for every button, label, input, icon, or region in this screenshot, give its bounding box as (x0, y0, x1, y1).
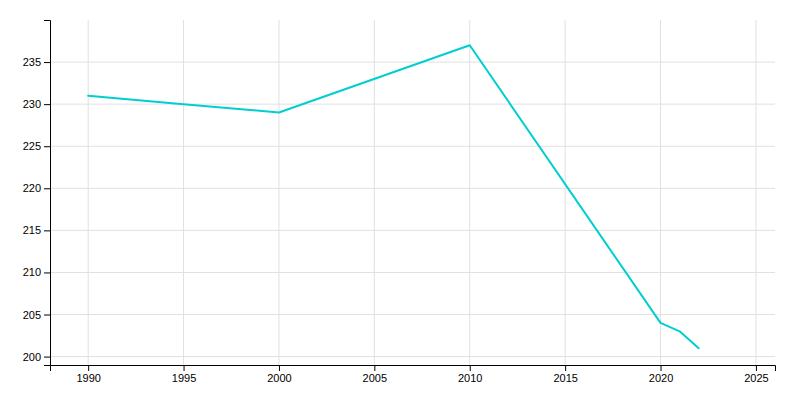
x-tick: 2000 (267, 365, 291, 384)
grid-line-x (278, 20, 279, 365)
y-tick-label: 230 (23, 98, 41, 110)
y-tick-label: 220 (23, 182, 41, 194)
x-tick-label: 1990 (76, 372, 100, 384)
x-tick-label: 2020 (649, 372, 673, 384)
x-tick-label: 2000 (267, 372, 291, 384)
x-tick: 2010 (458, 365, 482, 384)
y-tick: 225 (23, 140, 50, 152)
y-tick-label: 205 (23, 309, 41, 321)
y-tick-mark (44, 104, 50, 105)
x-tick-mark (184, 365, 185, 371)
x-tick-mark (661, 365, 662, 371)
grid-line-y (50, 314, 775, 315)
x-axis: 1990 1995 2000 2005 2010 2015 2020 2025 (51, 365, 776, 384)
grid-line-y (50, 104, 775, 105)
x-tick: 1995 (172, 365, 196, 384)
x-tick-label: 2015 (553, 372, 577, 384)
x-tick-mark (565, 365, 566, 371)
y-tick-label: 225 (23, 140, 41, 152)
x-axis-line (51, 366, 776, 372)
y-tick: 215 (23, 224, 50, 236)
chart: 1990 1995 2000 2005 2010 2015 2020 2025 200 205 21… (0, 0, 800, 400)
y-tick: 200 (23, 351, 50, 363)
x-tick-mark (756, 365, 757, 371)
y-tick-mark (44, 272, 50, 273)
x-tick-mark (470, 365, 471, 371)
grid-line-x (755, 20, 756, 365)
grid-line-x (660, 20, 661, 365)
x-tick: 2015 (553, 365, 577, 384)
grid (50, 20, 775, 365)
y-tick-mark (44, 315, 50, 316)
y-tick: 210 (23, 266, 50, 278)
y-axis: 200 205 210 215 220 225 230 235 (23, 21, 51, 366)
grid-line-y (50, 356, 775, 357)
grid-line-y (50, 188, 775, 189)
x-tick-label: 2005 (363, 372, 387, 384)
y-tick: 230 (23, 98, 50, 110)
marks (88, 45, 699, 348)
y-tick-label: 235 (23, 56, 41, 68)
grid-line-x (374, 20, 375, 365)
y-tick-mark (44, 357, 50, 358)
grid-line-x (88, 20, 89, 365)
x-tick: 1990 (76, 365, 100, 384)
x-tick-mark (279, 365, 280, 371)
grid-line-y (50, 230, 775, 231)
grid-line-y (50, 62, 775, 63)
x-tick: 2020 (649, 365, 673, 384)
y-tick-mark (44, 188, 50, 189)
y-tick-label: 210 (23, 266, 41, 278)
x-tick-label: 2025 (744, 372, 768, 384)
y-axis-line (44, 21, 51, 366)
x-tick-mark (88, 365, 89, 371)
y-tick: 205 (23, 309, 50, 321)
y-tick-mark (44, 62, 50, 63)
grid-line-x (469, 20, 470, 365)
x-tick-mark (374, 365, 375, 371)
grid-line-y (50, 272, 775, 273)
x-tick: 2025 (744, 365, 768, 384)
y-tick-label: 200 (23, 351, 41, 363)
grid-line-x (183, 20, 184, 365)
y-tick: 220 (23, 182, 50, 194)
x-tick-label: 2010 (458, 372, 482, 384)
grid-line-x (565, 20, 566, 365)
y-tick: 235 (23, 56, 50, 68)
y-tick-label: 215 (23, 224, 41, 236)
x-tick: 2005 (363, 365, 387, 384)
line (88, 45, 699, 348)
y-tick-mark (44, 146, 50, 147)
y-tick-mark (44, 230, 50, 231)
plot-area: 1990 1995 2000 2005 2010 2015 2020 2025 200 205 21… (23, 20, 776, 384)
grid-line-y (50, 146, 775, 147)
x-tick-label: 1995 (172, 372, 196, 384)
